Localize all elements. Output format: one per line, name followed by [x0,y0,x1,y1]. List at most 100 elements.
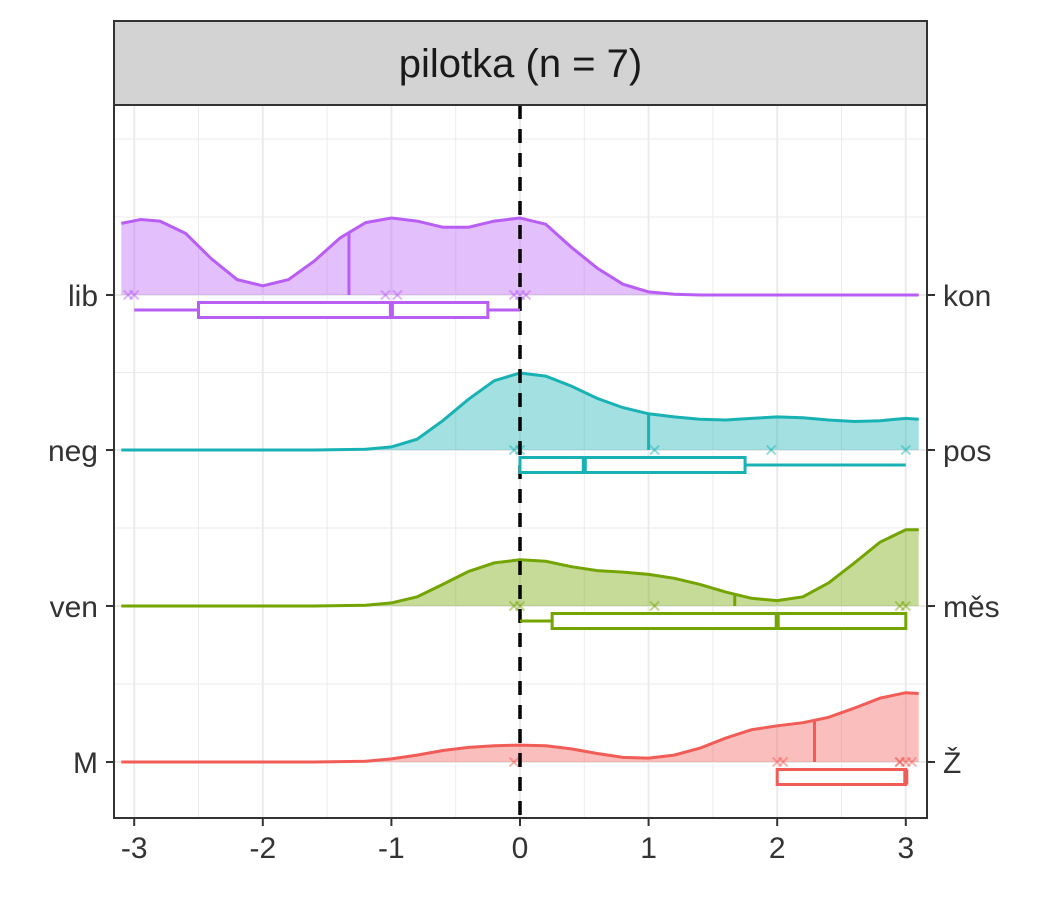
point-stroke [765,444,777,456]
boxplot-M [775,768,909,786]
data-point-M [771,756,783,768]
density-area-M [121,692,919,762]
data-point-lib [392,289,403,301]
density-line-lib [121,216,919,297]
point-stroke [508,289,520,301]
y-label-right-pos: pos [943,435,991,468]
point-stroke [900,756,912,768]
data-point-neg [765,444,777,456]
data-point-ven [894,600,906,612]
y-label-left-M: M [73,747,98,780]
point-stroke [900,444,912,456]
data-point-M [906,756,918,768]
point-stroke [765,444,777,456]
data-point-lib [128,289,140,301]
point-stroke [894,756,906,768]
point-stroke [508,444,520,456]
y-label-right-měs: měs [943,591,1000,624]
point-stroke [894,756,906,768]
data-point-lib [380,289,391,301]
facet-title: pilotka (n = 7) [399,42,642,86]
point-stroke [380,289,391,301]
boxplots [134,301,909,786]
x-tick-label: -3 [121,832,148,865]
x-tick-label: 1 [640,832,657,865]
point-stroke [520,289,532,301]
point-stroke [900,600,912,612]
data-point-neg [900,444,912,456]
point-stroke [900,756,912,768]
data-point-M [900,756,912,768]
x-tick-label: -1 [378,832,405,865]
point-stroke [508,756,520,768]
box-iqr [518,456,747,474]
x-tick-label: -2 [249,832,276,865]
density-area-neg [121,373,919,450]
data-point-M [894,756,906,768]
data-point-ven [649,600,660,612]
y-label-right-Ž: Ž [943,747,961,780]
data-point-lib [520,289,532,301]
data-point-M [508,756,520,768]
point-stroke [894,600,906,612]
box-iqr [775,768,908,786]
point-stroke [128,289,140,301]
y-label-right-kon: kon [943,280,991,313]
ridge-neg [121,371,919,456]
point-stroke [508,756,520,768]
boxplot-neg [518,456,906,474]
point-stroke [514,289,526,301]
point-stroke [128,289,140,301]
point-stroke [900,444,912,456]
point-stroke [122,289,134,301]
y-label-left-lib: lib [68,280,98,313]
density-line-ven [121,528,919,608]
x-tick-label: 3 [897,832,914,865]
point-stroke [649,444,660,456]
strip-background [113,20,928,106]
x-tick-label: 2 [769,832,786,865]
data-point-ven [900,600,912,612]
boxplot-lib [134,301,520,319]
ridge-M [121,691,919,768]
point-stroke [514,600,526,612]
y-label-left-neg: neg [48,435,98,468]
point-stroke [777,756,789,768]
data-point-ven [508,600,520,612]
point-stroke [894,600,906,612]
data-point-lib [122,289,134,301]
data-point-M [777,756,789,768]
point-stroke [649,444,660,456]
point-stroke [777,756,789,768]
box-iqr [197,301,490,319]
x-tick-label: 0 [512,832,529,865]
density-line-neg [121,371,919,452]
point-stroke [649,600,660,612]
point-stroke [508,444,520,456]
box-iqr [550,612,908,630]
point-stroke [122,289,134,301]
boxplot-ven [520,612,908,630]
point-stroke [894,756,906,768]
point-stroke [520,289,532,301]
data-point-M [894,756,906,768]
point-stroke [894,756,906,768]
point-stroke [508,600,520,612]
point-stroke [900,600,912,612]
point-stroke [392,289,403,301]
data-point-neg [649,444,660,456]
point-stroke [771,756,783,768]
data-point-lib [508,289,520,301]
point-stroke [514,600,526,612]
point-stroke [380,289,391,301]
point-stroke [392,289,403,301]
point-stroke [906,756,918,768]
point-stroke [771,756,783,768]
axes: -3 -2 -1 0 1 2 3 lib kon neg pos ven měs M Ž [48,280,1000,865]
density-line-M [121,691,919,764]
y-label-left-ven: ven [50,591,98,624]
point-stroke [508,289,520,301]
point-stroke [514,289,526,301]
data-point-neg [508,444,520,456]
